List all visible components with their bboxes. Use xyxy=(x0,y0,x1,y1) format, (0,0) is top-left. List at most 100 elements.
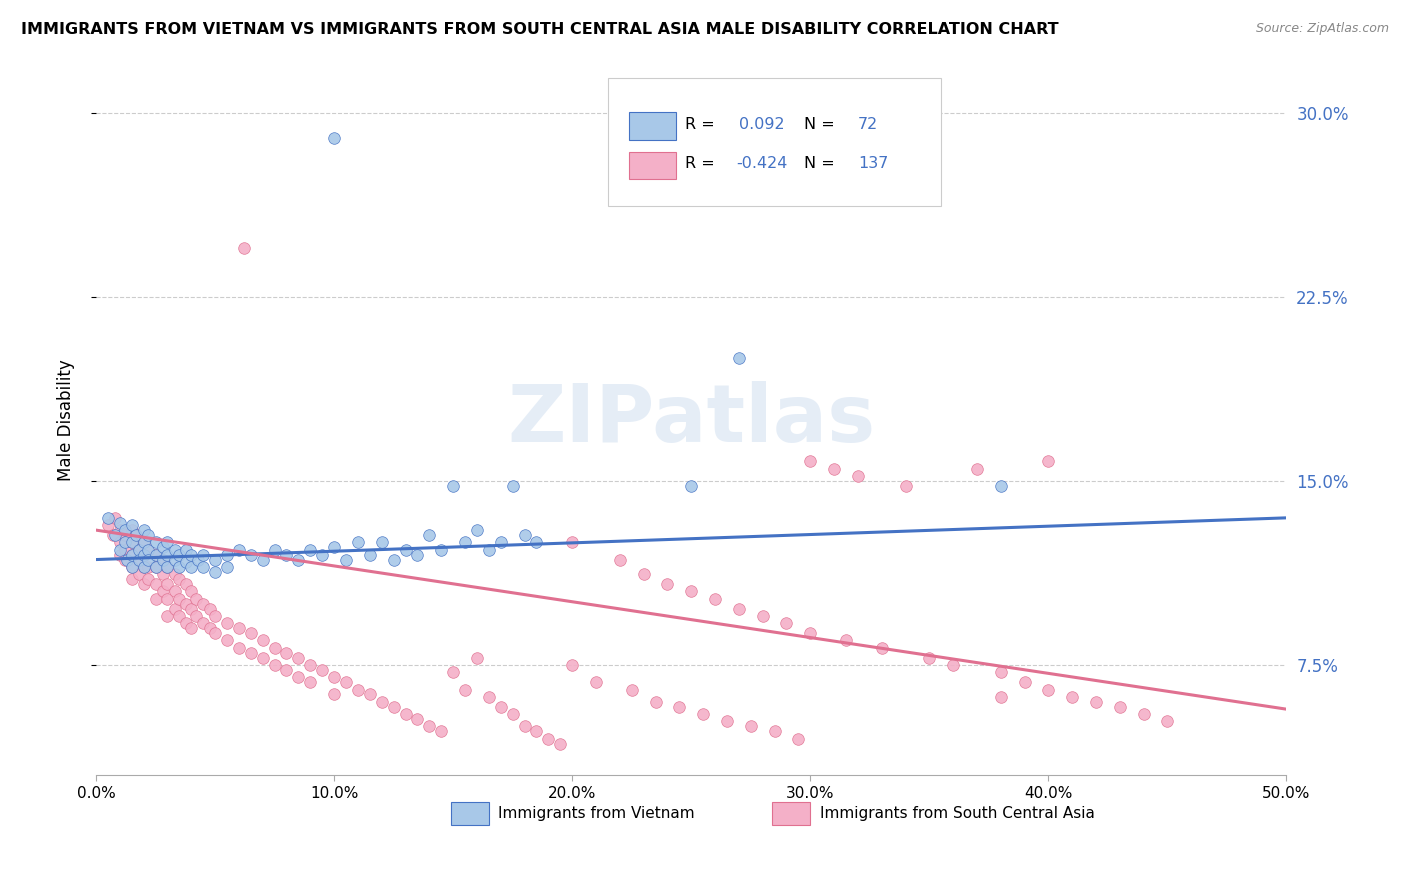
Point xyxy=(180,621,202,635)
Point xyxy=(115,552,138,566)
Point xyxy=(114,523,136,537)
Point xyxy=(430,724,453,739)
FancyBboxPatch shape xyxy=(630,152,676,179)
Text: 137: 137 xyxy=(858,156,889,171)
Point xyxy=(114,528,136,542)
Point xyxy=(299,675,322,690)
Point xyxy=(335,552,357,566)
Point xyxy=(287,670,309,684)
Point xyxy=(169,591,191,606)
Point xyxy=(176,542,198,557)
Point xyxy=(176,577,198,591)
Point xyxy=(299,542,322,557)
Point xyxy=(418,719,440,733)
Point xyxy=(121,535,143,549)
Point xyxy=(681,584,703,599)
Point xyxy=(620,682,643,697)
Point xyxy=(263,542,285,557)
Text: Immigrants from South Central Asia: Immigrants from South Central Asia xyxy=(820,806,1095,822)
Point xyxy=(121,560,143,574)
Point xyxy=(990,665,1012,680)
Point xyxy=(138,542,160,557)
Point xyxy=(156,548,179,562)
Point xyxy=(716,714,738,729)
Point xyxy=(276,663,298,677)
Text: Source: ZipAtlas.com: Source: ZipAtlas.com xyxy=(1256,22,1389,36)
Point xyxy=(138,528,160,542)
Point xyxy=(138,572,160,586)
Point xyxy=(121,560,143,574)
Point xyxy=(121,523,143,537)
Point xyxy=(132,560,155,574)
Text: -0.424: -0.424 xyxy=(737,156,787,171)
Point xyxy=(184,609,207,624)
Point xyxy=(121,548,143,562)
Point xyxy=(228,621,250,635)
Point xyxy=(191,597,214,611)
Point xyxy=(156,560,179,574)
Point xyxy=(97,511,120,525)
Point xyxy=(163,567,186,582)
Point xyxy=(252,552,274,566)
Point xyxy=(751,609,773,624)
Point xyxy=(513,528,536,542)
Point xyxy=(799,626,821,640)
Point xyxy=(169,548,191,562)
Point xyxy=(204,552,226,566)
Point xyxy=(526,724,548,739)
Point xyxy=(152,541,174,555)
Point xyxy=(145,591,167,606)
Point xyxy=(145,560,167,574)
Point xyxy=(228,640,250,655)
Point xyxy=(276,548,298,562)
Point xyxy=(156,609,179,624)
Point xyxy=(215,633,238,648)
Text: 0.092: 0.092 xyxy=(740,117,785,132)
Point xyxy=(200,601,222,615)
Point xyxy=(263,640,285,655)
Point xyxy=(478,690,501,704)
Point xyxy=(200,621,222,635)
Point xyxy=(138,542,160,557)
Point xyxy=(108,548,131,562)
Point xyxy=(128,542,150,557)
FancyBboxPatch shape xyxy=(607,78,941,206)
Point xyxy=(121,572,143,586)
Point xyxy=(441,479,464,493)
Point xyxy=(347,682,370,697)
Point xyxy=(942,658,965,673)
Point xyxy=(114,552,136,566)
Point xyxy=(145,548,167,562)
Point xyxy=(644,695,666,709)
Point xyxy=(187,552,209,566)
FancyBboxPatch shape xyxy=(772,803,810,825)
Point xyxy=(132,548,155,562)
Point xyxy=(228,542,250,557)
Point xyxy=(108,535,131,549)
Point xyxy=(323,688,346,702)
Point xyxy=(478,542,501,557)
Point xyxy=(609,552,631,566)
Point xyxy=(394,542,416,557)
Point xyxy=(132,523,155,537)
Point xyxy=(176,597,198,611)
Point xyxy=(1085,695,1108,709)
Point xyxy=(276,646,298,660)
Point xyxy=(430,542,453,557)
Point xyxy=(156,535,179,549)
Point xyxy=(176,616,198,631)
Point xyxy=(585,675,607,690)
Point xyxy=(502,707,524,722)
Point xyxy=(108,516,131,530)
Point xyxy=(176,555,198,569)
Point xyxy=(163,584,186,599)
Point xyxy=(180,601,202,615)
FancyBboxPatch shape xyxy=(451,803,489,825)
Point xyxy=(128,542,150,557)
Point xyxy=(835,633,858,648)
Point xyxy=(180,584,202,599)
Point xyxy=(132,577,155,591)
Point xyxy=(335,675,357,690)
Point xyxy=(121,518,143,533)
Point xyxy=(287,552,309,566)
